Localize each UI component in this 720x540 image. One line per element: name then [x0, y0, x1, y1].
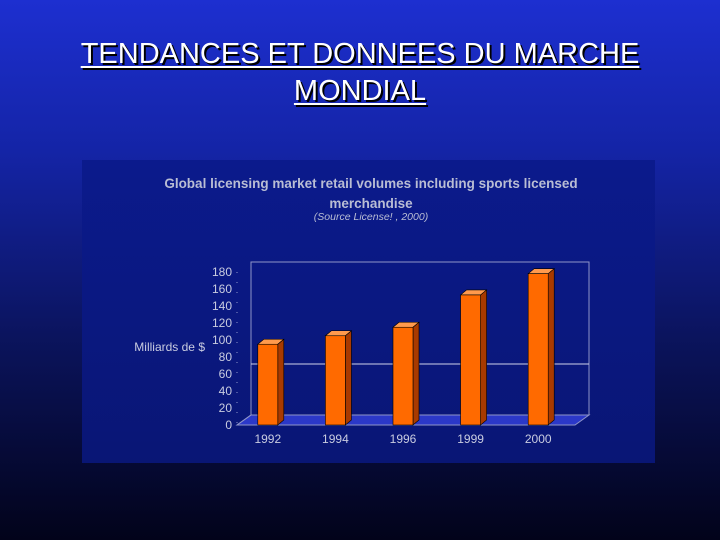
bar-side — [345, 330, 352, 426]
y-tick-label: 180 — [212, 265, 232, 279]
x-tick-label: 2000 — [525, 432, 552, 446]
bar — [257, 343, 279, 426]
bar-side — [277, 338, 285, 426]
x-tick-label: 1996 — [390, 432, 417, 446]
y-tick-label: 0 — [225, 418, 232, 432]
y-tick-label: 120 — [212, 316, 232, 330]
bar-side — [480, 289, 487, 426]
y-tick-label: 20 — [219, 401, 233, 415]
y-tick-label: 60 — [219, 367, 233, 381]
chart-subtitle: (Source License! , 2000) — [313, 211, 429, 223]
y-tick-label: 80 — [219, 350, 233, 364]
bar-side — [412, 321, 420, 426]
chart-panel — [82, 160, 655, 463]
x-tick-label: 1999 — [457, 432, 484, 446]
bar-side — [547, 268, 555, 426]
bar — [460, 294, 481, 426]
axis-depth-edge — [236, 414, 252, 426]
bar — [325, 335, 346, 426]
y-tick-label: 140 — [212, 299, 232, 313]
x-tick-label: 1994 — [322, 432, 349, 446]
y-tick-label: 160 — [212, 282, 232, 296]
bar — [392, 326, 414, 426]
bar — [527, 273, 549, 426]
chart-title: Global licensing market retail volumes i… — [164, 176, 578, 211]
y-tick-label: 100 — [212, 333, 232, 347]
y-axis-title: Milliards de $ — [134, 340, 205, 354]
y-tick-label: 40 — [219, 384, 233, 398]
slide-title: TENDANCES ET DONNEES DU MARCHE MONDIAL — [80, 38, 640, 107]
x-tick-label: 1992 — [254, 432, 281, 446]
